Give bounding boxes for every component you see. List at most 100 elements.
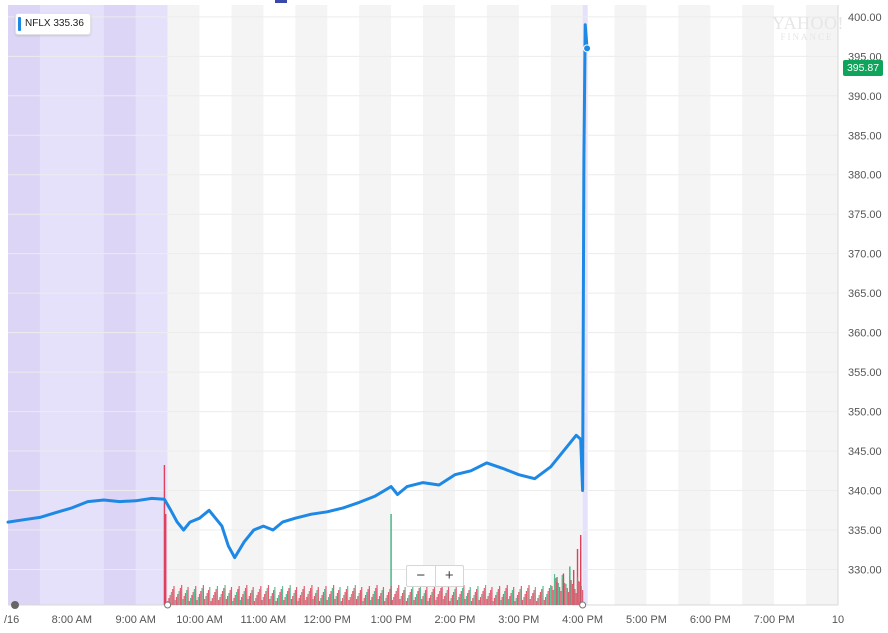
- volume-bar: [401, 593, 404, 605]
- zoom-controls: − +: [406, 565, 464, 587]
- volume-bar: [183, 596, 185, 605]
- volume-bar: [405, 601, 407, 605]
- y-tick-label: 375.00: [848, 209, 882, 221]
- y-tick-label: 400.00: [848, 12, 882, 24]
- volume-bar: [524, 594, 526, 605]
- volume-bar: [538, 595, 540, 605]
- volume-bar: [256, 595, 258, 605]
- volume-bar: [182, 599, 184, 605]
- volume-bar: [470, 601, 473, 605]
- y-tick-label: 355.00: [848, 367, 882, 379]
- volume-bar: [321, 595, 323, 605]
- symbol-badge[interactable]: NFLX 335.36: [15, 13, 91, 35]
- volume-bar: [359, 590, 362, 605]
- volume-bar: [559, 587, 561, 605]
- volume-bar: [344, 592, 346, 605]
- volume-bar: [211, 598, 213, 605]
- volume-bar: [574, 589, 576, 605]
- yahoo-finance-watermark: YAHOO! FINANCE: [772, 13, 844, 42]
- volume-bar: [303, 586, 305, 605]
- volume-bar: [302, 589, 304, 605]
- y-tick-label: 330.00: [848, 564, 882, 576]
- volume-bar: [409, 592, 411, 605]
- volume-bar: [338, 590, 340, 605]
- volume-bar: [195, 586, 197, 605]
- y-tick-label: 350.00: [848, 407, 882, 419]
- volume-bar: [202, 585, 204, 605]
- volume-bar: [472, 598, 474, 605]
- volume-bar: [267, 585, 270, 605]
- symbol-value: 335.36: [53, 18, 84, 29]
- volume-bar: [322, 592, 324, 605]
- volume-bar: [418, 588, 420, 605]
- volume-bar: [345, 589, 347, 605]
- volume-bar: [509, 596, 511, 605]
- volume-bar: [207, 590, 210, 605]
- volume-bar: [229, 590, 231, 605]
- volume-bar: [385, 598, 387, 605]
- volume-bar: [292, 596, 294, 605]
- time-band: [614, 5, 647, 605]
- volume-bar: [565, 584, 567, 605]
- volume-bar: [573, 585, 575, 605]
- x-tick-label: 11:00 AM: [241, 614, 287, 626]
- watermark-line2: FINANCE: [780, 32, 834, 42]
- volume-bar: [487, 596, 489, 605]
- volume-bar: [474, 592, 476, 605]
- volume-bar: [246, 585, 248, 605]
- volume-bar: [579, 582, 581, 605]
- volume-bar: [396, 588, 399, 605]
- volume-bar: [219, 597, 221, 605]
- volume-bar: [414, 597, 416, 605]
- volume-bar: [352, 591, 354, 605]
- volume-bar: [264, 594, 266, 605]
- timezone-icon: [11, 601, 19, 609]
- volume-bar: [413, 600, 415, 605]
- volume-bar: [354, 585, 356, 605]
- zoom-out-button[interactable]: −: [416, 567, 426, 584]
- volume-bar: [550, 585, 552, 605]
- volume-bar: [205, 596, 207, 605]
- x-tick-label: 7:00 PM: [754, 614, 795, 626]
- volume-bar: [390, 586, 392, 605]
- time-band: [295, 5, 328, 605]
- zoom-in-button[interactable]: +: [434, 566, 464, 586]
- volume-bar: [196, 600, 198, 605]
- volume-bar: [578, 581, 580, 605]
- volume-bar: [391, 600, 393, 605]
- premarket-band: [8, 5, 40, 605]
- volume-bar: [552, 590, 554, 605]
- volume-bar: [501, 597, 503, 605]
- volume-bar: [356, 599, 358, 605]
- volume-bar: [523, 597, 525, 605]
- volume-bar: [336, 593, 339, 605]
- volume-bar: [371, 597, 373, 605]
- volume-bar: [163, 465, 166, 605]
- y-tick-label: 385.00: [848, 130, 882, 142]
- volume-bar: [551, 586, 553, 605]
- afterhours-marker: [582, 5, 588, 605]
- volume-bar: [312, 599, 314, 605]
- volume-bar: [404, 587, 406, 605]
- volume-bar: [243, 591, 245, 605]
- volume-bar: [499, 586, 501, 605]
- volume-bar: [295, 587, 298, 605]
- volume-bar: [297, 601, 299, 605]
- volume-bar: [209, 587, 211, 605]
- volume-bar: [465, 596, 468, 605]
- volume-bar: [179, 588, 181, 605]
- volume-bar: [510, 593, 512, 605]
- volume-bar: [473, 595, 475, 605]
- volume-bar: [482, 591, 484, 605]
- time-band: [167, 5, 200, 605]
- volume-bar: [380, 593, 382, 605]
- volume-bar: [546, 594, 548, 605]
- volume-bar: [279, 592, 281, 605]
- volume-bar: [488, 593, 490, 605]
- volume-bar: [422, 596, 424, 605]
- volume-bar: [580, 535, 582, 605]
- volume-bar: [339, 587, 341, 605]
- volume-bar: [534, 587, 536, 605]
- volume-bar: [449, 601, 451, 605]
- time-band: [678, 5, 711, 605]
